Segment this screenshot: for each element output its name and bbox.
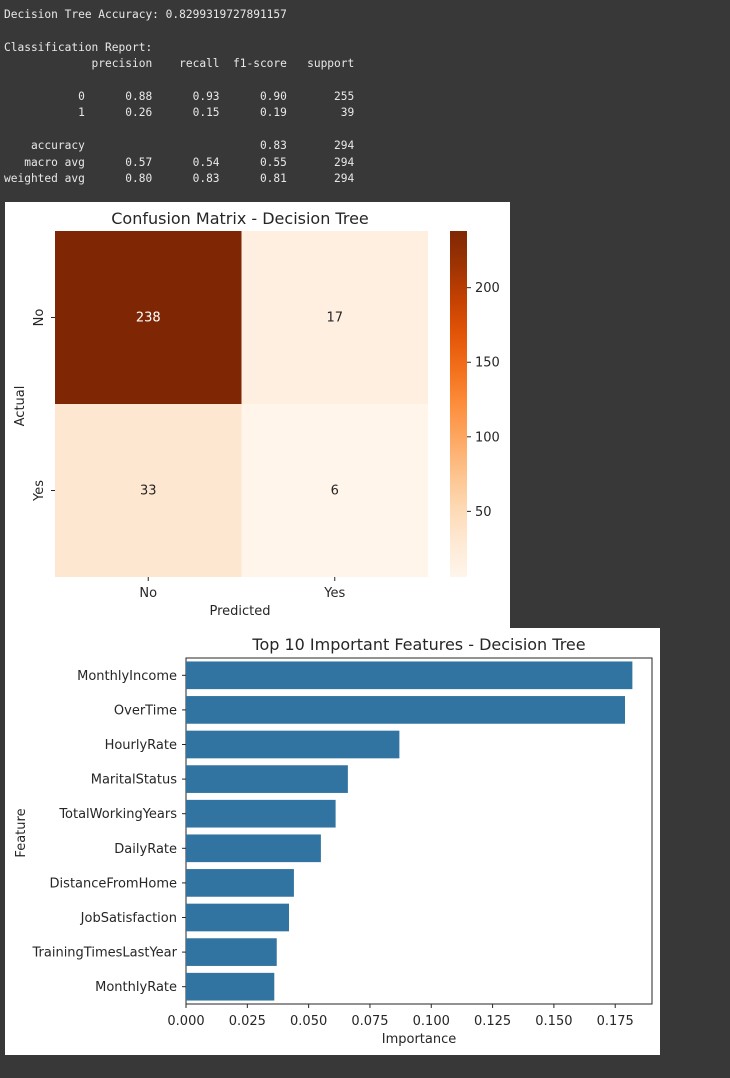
- y-tick-label: JobSatisfaction: [80, 911, 177, 926]
- feature-bar: [186, 834, 321, 863]
- y-tick-label: DistanceFromHome: [50, 876, 177, 891]
- feature-bar: [186, 869, 294, 897]
- y-tick-label: MonthlyIncome: [77, 669, 177, 684]
- cell-value-label: 6: [331, 484, 339, 499]
- y-tick-label: MaritalStatus: [91, 773, 177, 788]
- feature-bar: [186, 661, 633, 690]
- colorbar-tick-label: 100: [475, 430, 500, 445]
- x-tick-label: 0.075: [351, 1014, 388, 1029]
- cell-value-label: 33: [140, 484, 157, 499]
- chart-title: Top 10 Important Features - Decision Tre…: [251, 635, 585, 654]
- colorbar-tick-label: 200: [475, 281, 500, 296]
- x-tick-label: 0.125: [474, 1014, 511, 1029]
- feature-bar: [186, 696, 626, 724]
- feature-bar: [186, 730, 400, 759]
- x-tick-label: 0.100: [413, 1014, 450, 1029]
- x-tick-label: 0.025: [229, 1014, 266, 1029]
- y-tick-label: TotalWorkingYears: [58, 807, 177, 822]
- y-tick-label: TrainingTimesLastYear: [32, 946, 178, 961]
- y-tick-label: DailyRate: [114, 842, 177, 857]
- heatmap-cell: [241, 231, 428, 404]
- y-tick-label: HourlyRate: [105, 738, 177, 753]
- cell-value-label: 17: [326, 311, 343, 326]
- x-axis-label: Importance: [382, 1032, 457, 1047]
- plot-frame: [185, 657, 653, 1005]
- x-axis-label: Predicted: [209, 604, 270, 619]
- y-axis-label: Actual: [13, 386, 28, 427]
- colorbar-tick-label: 150: [475, 356, 500, 371]
- feature-bar: [186, 903, 290, 932]
- x-tick-label: 0.175: [597, 1014, 634, 1029]
- feature-bar: [186, 938, 277, 966]
- y-axis-label: Feature: [14, 808, 29, 857]
- feature-importance-svg: Top 10 Important Features - Decision Tre…: [14, 635, 653, 1047]
- cell-value-label: 238: [136, 311, 161, 326]
- colorbar: [450, 231, 467, 577]
- x-tick-label: 0.000: [167, 1014, 204, 1029]
- feature-bar: [186, 972, 275, 1001]
- y-tick-label: No: [32, 309, 47, 327]
- heatmap-cell: [55, 404, 242, 577]
- heatmap-cell: [55, 231, 242, 404]
- heatmap-cell: [241, 404, 428, 577]
- y-tick-label: MonthlyRate: [95, 980, 177, 995]
- feature-bar: [186, 799, 336, 828]
- y-tick-label: OverTime: [114, 703, 177, 718]
- y-tick-label: Yes: [32, 480, 47, 502]
- x-tick-label: Yes: [323, 586, 345, 601]
- x-tick-label: 0.150: [535, 1014, 572, 1029]
- colorbar-tick-label: 50: [475, 505, 492, 520]
- console-output: Decision Tree Accuracy: 0.82993197278911…: [4, 8, 355, 186]
- x-tick-label: No: [139, 586, 157, 601]
- confusion-matrix-svg: Confusion Matrix - Decision Tree 238 17 33 6…: [13, 209, 500, 619]
- confusion-matrix-figure: Confusion Matrix - Decision Tree 238 17 33 6…: [5, 202, 510, 628]
- feature-importance-figure: Top 10 Important Features - Decision Tre…: [5, 628, 660, 1055]
- x-tick-label: 0.050: [290, 1014, 327, 1029]
- feature-bar: [186, 765, 348, 793]
- chart-title: Confusion Matrix - Decision Tree: [111, 209, 369, 228]
